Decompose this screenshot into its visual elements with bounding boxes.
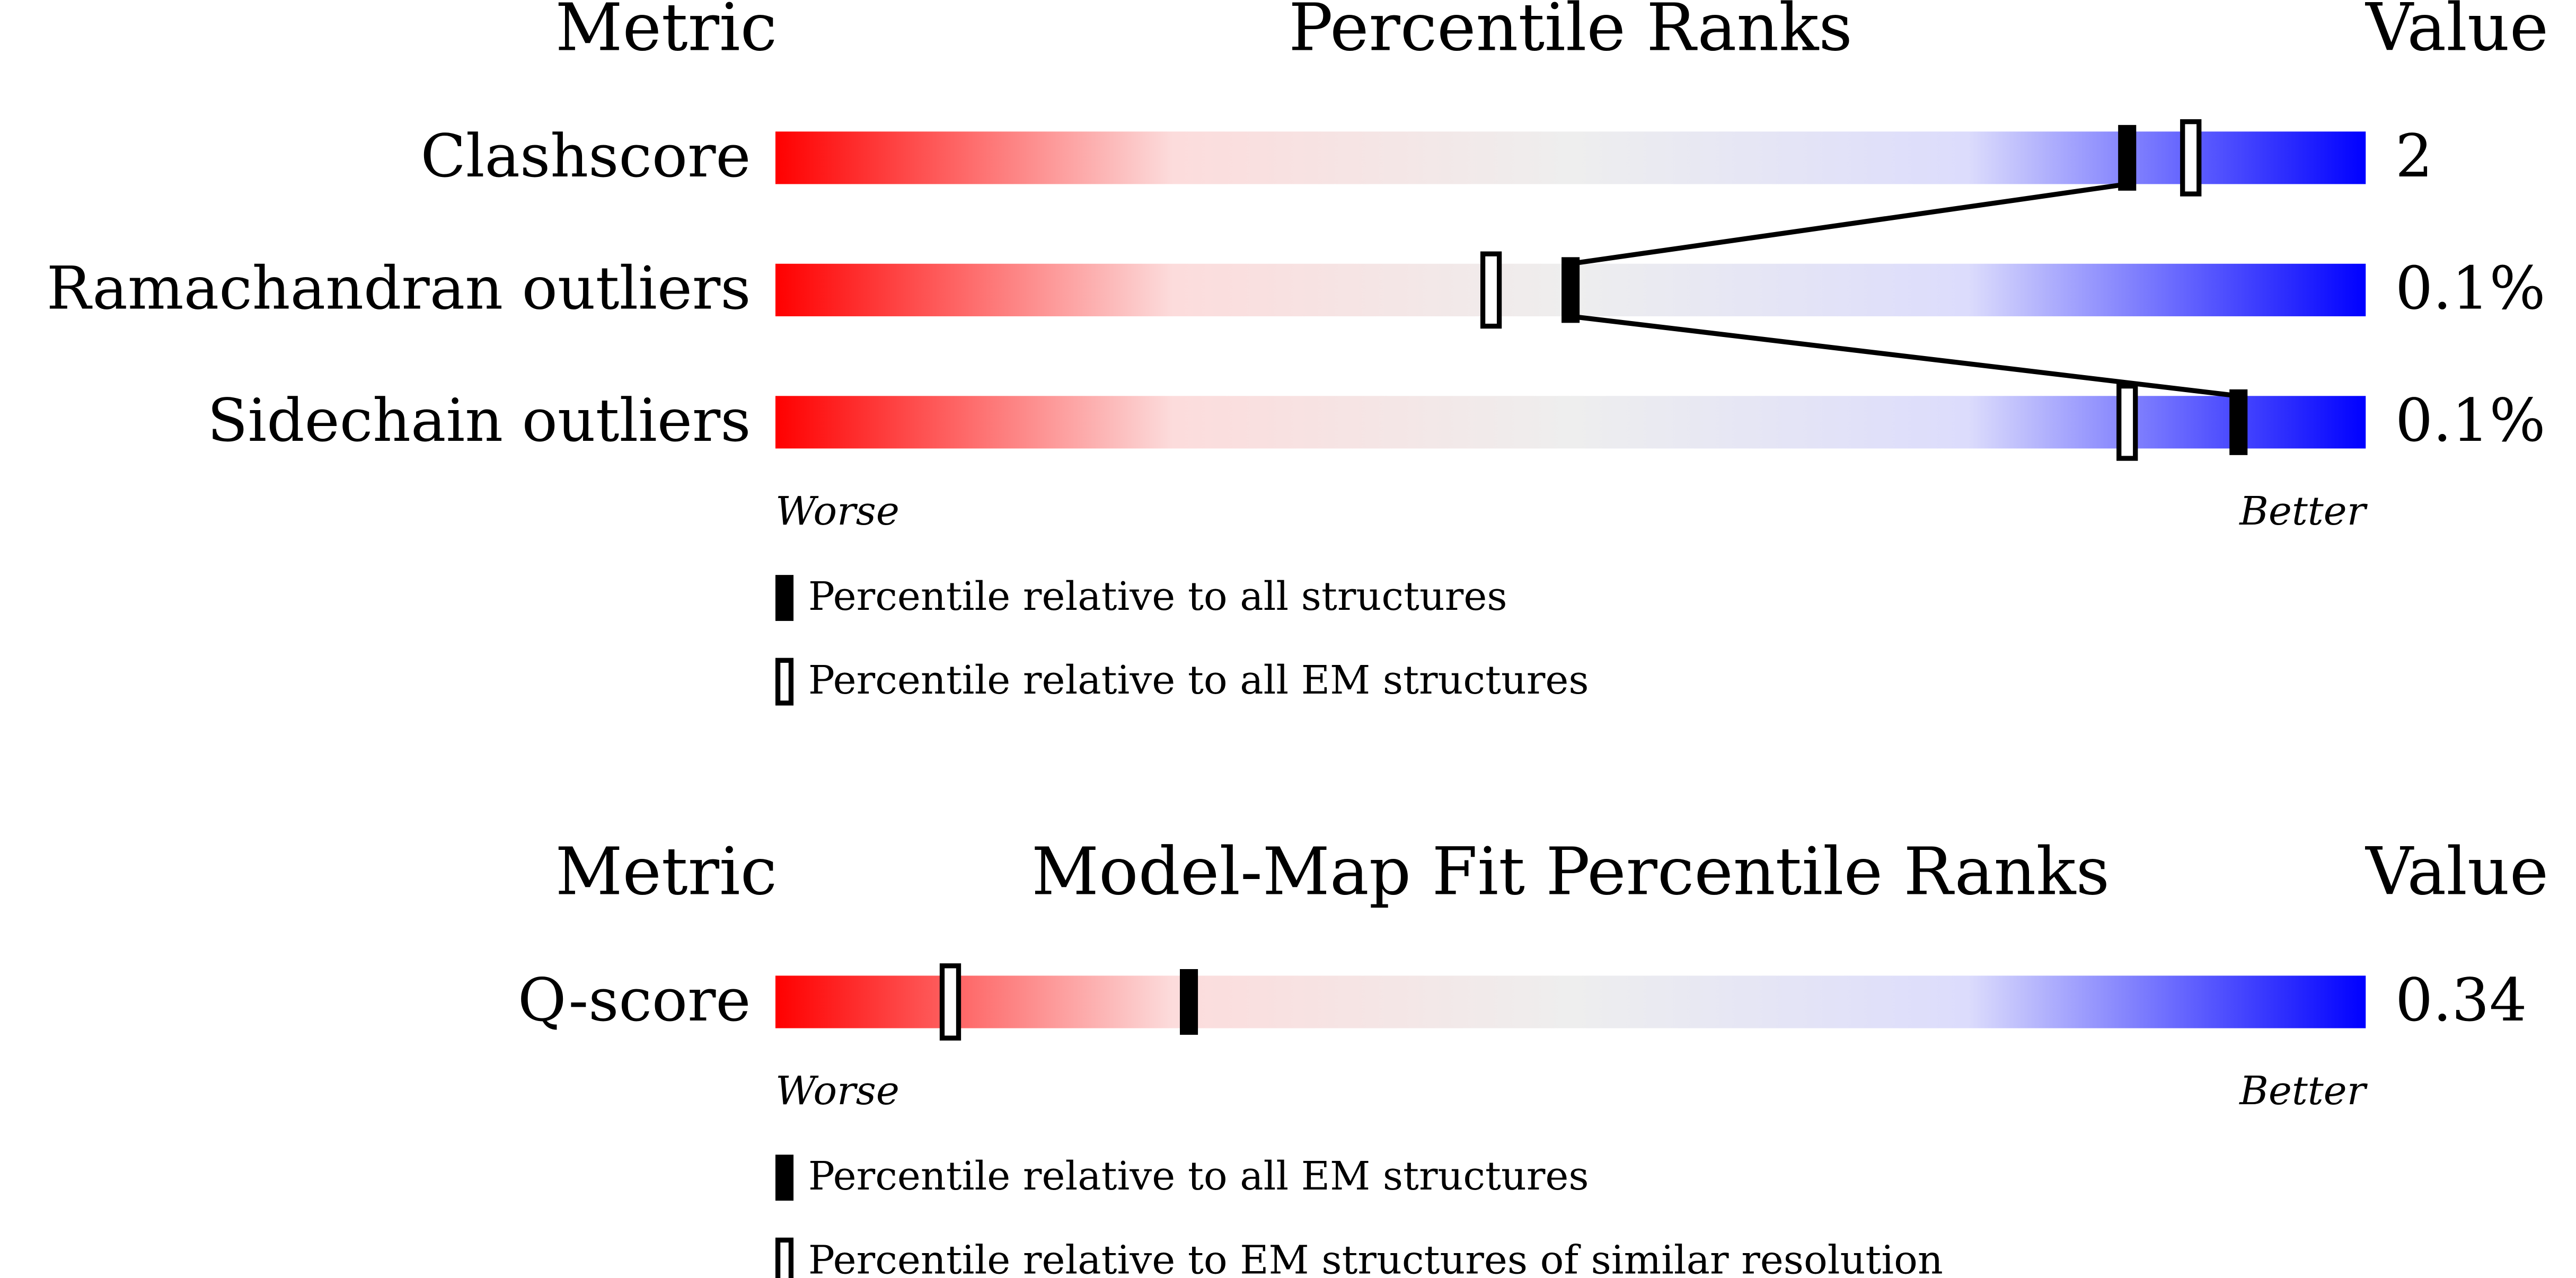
connector: [1570, 314, 2239, 398]
better-label: Better: [2238, 488, 2368, 534]
percentile-marker: [1480, 251, 1502, 329]
percentile-marker: [2180, 119, 2202, 197]
chart-title: Model-Map Fit Percentile Ranks: [1031, 834, 2110, 910]
better-label: Better: [2238, 1068, 2368, 1114]
percentile-marker: [2118, 125, 2137, 191]
metric-label: Clashscore: [420, 122, 751, 191]
worse-label: Worse: [775, 1068, 899, 1114]
legend-swatch: [775, 575, 794, 621]
percentile-marker: [939, 963, 961, 1041]
metric-value: 0.1%: [2395, 254, 2545, 323]
percentile-marker: [1179, 969, 1198, 1035]
metric-header: Metric: [555, 834, 777, 910]
chart-title: Percentile Ranks: [1289, 0, 1852, 66]
value-header: Value: [2365, 834, 2548, 910]
legend-swatch: [775, 658, 794, 706]
metric-value: 2: [2395, 122, 2433, 191]
metric-value: 0.34: [2395, 966, 2527, 1035]
percentile-marker: [2116, 384, 2138, 461]
metric-label: Q-score: [518, 966, 751, 1035]
connector: [1570, 181, 2128, 267]
percentile-bar: [775, 131, 2366, 184]
percentile-marker: [1562, 257, 1580, 323]
value-header: Value: [2365, 0, 2548, 66]
metric-label: Ramachandran outliers: [47, 254, 751, 323]
percentile-bar: [775, 975, 2366, 1028]
legend-swatch: [775, 1237, 794, 1278]
percentile-marker: [2229, 389, 2248, 455]
legend-swatch: [775, 1155, 794, 1201]
legend-label: Percentile relative to EM structures of …: [808, 1237, 1943, 1278]
metric-label: Sidechain outliers: [207, 386, 751, 455]
legend-label: Percentile relative to all EM structures: [808, 657, 1589, 703]
worse-label: Worse: [775, 488, 899, 534]
legend-label: Percentile relative to all structures: [808, 573, 1507, 619]
percentile-bar: [775, 396, 2366, 449]
metric-value: 0.1%: [2395, 386, 2545, 455]
legend-label: Percentile relative to all EM structures: [808, 1153, 1589, 1199]
metric-header: Metric: [555, 0, 777, 66]
